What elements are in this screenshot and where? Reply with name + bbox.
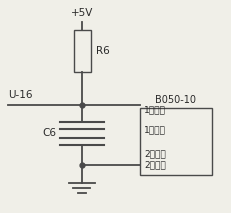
Text: 2度开关: 2度开关 — [143, 150, 165, 158]
Bar — [74, 30, 91, 72]
Text: 2度开关: 2度开关 — [143, 161, 165, 170]
Text: +5V: +5V — [70, 8, 93, 18]
Text: R6: R6 — [96, 46, 109, 56]
Text: U-16: U-16 — [8, 90, 32, 100]
Text: B050-10: B050-10 — [155, 95, 196, 105]
Bar — [139, 108, 211, 175]
Text: 1第一温: 1第一温 — [143, 125, 165, 134]
Text: 1第一温: 1第一温 — [143, 105, 165, 115]
Text: C6: C6 — [42, 128, 56, 138]
